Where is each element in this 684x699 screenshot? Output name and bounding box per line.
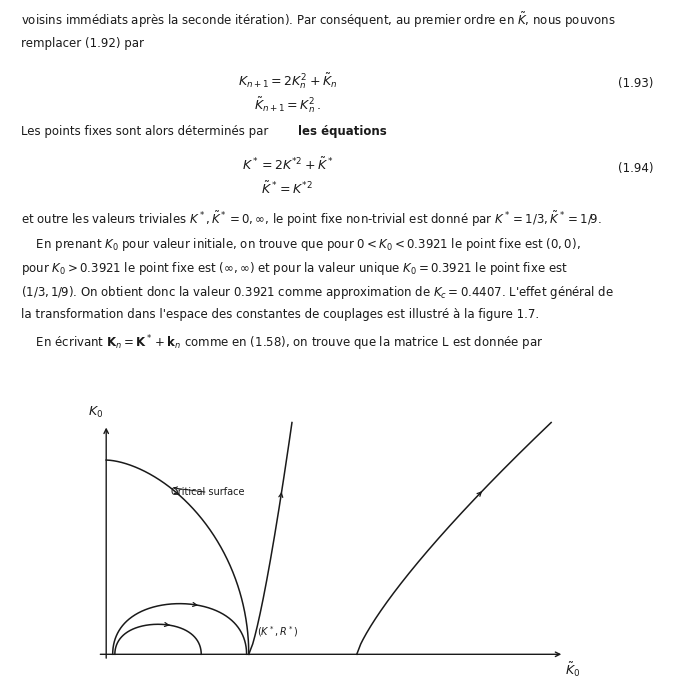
Text: $\tilde{K}^* = K^{*2}$: $\tilde{K}^* = K^{*2}$ xyxy=(261,180,313,197)
Text: $K^* = 2K^{*2} + \tilde{K}^*$: $K^* = 2K^{*2} + \tilde{K}^*$ xyxy=(241,157,333,173)
Text: remplacer (1.92) par: remplacer (1.92) par xyxy=(21,37,144,50)
Text: et outre les valeurs triviales $K^*, \tilde{K}^* = 0, \infty$, le point fixe non: et outre les valeurs triviales $K^*, \ti… xyxy=(21,210,601,229)
Text: En écrivant $\mathbf{K}_n = \mathbf{K}^* + \mathbf{k}_n$ comme en (1.58), on tro: En écrivant $\mathbf{K}_n = \mathbf{K}^*… xyxy=(21,333,543,353)
Text: $\tilde{K}_0$: $\tilde{K}_0$ xyxy=(565,661,581,679)
Text: $K_0$: $K_0$ xyxy=(88,405,103,420)
Text: la transformation dans l'espace des constantes de couplages est illustré à la fi: la transformation dans l'espace des cons… xyxy=(21,308,538,321)
Text: $(1/3, 1/9)$. On obtient donc la valeur $0.3921$ comme approximation de $K_c = 0: $(1/3, 1/9)$. On obtient donc la valeur … xyxy=(21,284,614,301)
Text: les équations: les équations xyxy=(298,124,386,138)
Text: pour $K_0 > 0.3921$ le point fixe est $(\infty, \infty)$ et pour la valeur uniqu: pour $K_0 > 0.3921$ le point fixe est $(… xyxy=(21,260,567,278)
Text: Critical surface: Critical surface xyxy=(171,487,244,498)
Text: (1.93): (1.93) xyxy=(618,77,654,90)
Text: Les points fixes sont alors déterminés par: Les points fixes sont alors déterminés p… xyxy=(21,124,272,138)
Text: $K_{n+1} = 2K_n^2 + \tilde{K}_n$: $K_{n+1} = 2K_n^2 + \tilde{K}_n$ xyxy=(237,71,337,92)
Text: (1.94): (1.94) xyxy=(618,162,654,175)
Text: voisins immédiats après la seconde itération). Par conséquent, au premier ordre : voisins immédiats après la seconde itéra… xyxy=(21,10,615,30)
Text: En prenant $K_0$ pour valeur initiale, on trouve que pour $0 < K_0 < 0.3921$ le : En prenant $K_0$ pour valeur initiale, o… xyxy=(21,236,580,253)
Text: $\tilde{K}_{n+1} = K_n^2\,.$: $\tilde{K}_{n+1} = K_n^2\,.$ xyxy=(254,96,321,115)
Text: $(K^*, R^*)$: $(K^*, R^*)$ xyxy=(257,624,299,639)
